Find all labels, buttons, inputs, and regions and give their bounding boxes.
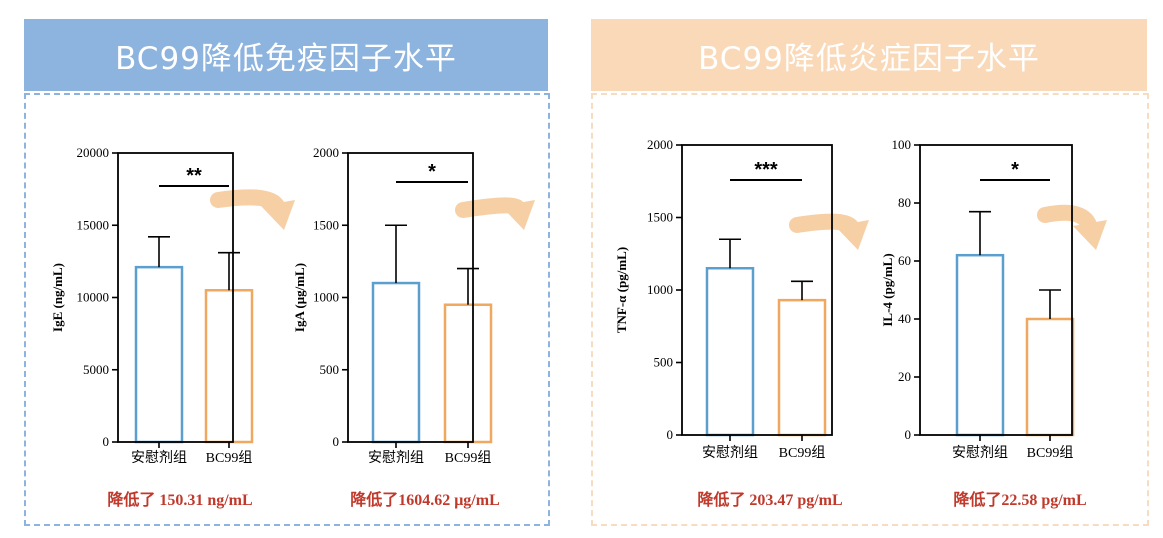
y-axis-label: TNF-α (pg/mL) (614, 247, 629, 333)
panel-title-inflammation: BC99降低炎症因子水平 (591, 19, 1147, 91)
y-tick-label: 80 (898, 195, 911, 210)
y-tick-label: 0 (905, 427, 912, 442)
significance-label: * (1011, 159, 1019, 181)
bar-bc99 (443, 303, 493, 444)
il4-chart: 安慰剂组 BC99组 * 0 20 40 60 80 100 IL-4 (pg/mL) (880, 137, 1107, 461)
immune-panel-frame (24, 93, 550, 526)
bar-placebo (705, 267, 755, 437)
il4-reduction-note: 降低了22.58 pg/mL (953, 492, 1087, 509)
tnf-chart: 安慰剂组 BC99组 *** 0 500 1000 1500 2000 TNF-α (pg/mL… (614, 137, 869, 461)
y-tick-label: 100 (892, 137, 912, 152)
iga-chart: 安慰剂组 BC99组 * 0 500 1000 1500 2000 IgA (μg/mL) (292, 145, 535, 466)
y-axis-label: IgA (μg/mL) (292, 263, 307, 332)
bar-bc99 (204, 289, 254, 444)
y-tick-label: 0 (103, 434, 110, 449)
trend-arrow-head (835, 220, 869, 250)
significance-label: *** (754, 159, 778, 181)
y-tick-label: 15000 (77, 217, 110, 232)
y-axis-label: IgE (ng/mL) (50, 263, 65, 332)
y-tick-label: 10000 (77, 290, 110, 305)
category-label: BC99组 (779, 445, 826, 461)
plot-frame (919, 144, 1073, 436)
y-tick-label: 1500 (313, 217, 339, 232)
y-tick-label: 0 (333, 434, 340, 449)
category-label: 安慰剂组 (131, 449, 187, 466)
iga-reduction-note: 降低了1604.62 μg/mL (350, 492, 500, 509)
significance-label: * (428, 161, 436, 183)
ige-reduction-note: 降低了 150.31 ng/mL (107, 492, 253, 509)
category-label: 安慰剂组 (952, 444, 1008, 461)
tnf-reduction-note: 降低了 203.47 pg/mL (697, 492, 843, 509)
category-label: BC99组 (206, 450, 253, 466)
trend-arrow-head (501, 200, 535, 230)
inflammation-panel-frame (591, 93, 1149, 526)
y-tick-label: 1000 (647, 282, 673, 297)
y-tick-label: 1500 (647, 210, 673, 225)
y-tick-label: 5000 (83, 362, 109, 377)
bar-bc99 (1025, 317, 1075, 437)
y-tick-label: 500 (320, 362, 340, 377)
y-tick-label: 2000 (313, 145, 339, 160)
y-tick-label: 60 (898, 253, 911, 268)
y-tick-label: 1000 (313, 290, 339, 305)
y-axis-label: IL-4 (pg/mL) (880, 253, 895, 326)
bar-placebo (955, 253, 1005, 437)
bar-placebo (134, 265, 184, 444)
y-tick-label: 20 (898, 369, 911, 384)
trend-arrow-head (1073, 220, 1107, 250)
category-label: BC99组 (1027, 445, 1074, 461)
trend-arrow-head (261, 200, 295, 230)
panel-title-immune: BC99降低免疫因子水平 (24, 19, 548, 91)
y-tick-label: 20000 (77, 145, 110, 160)
bar-placebo (371, 281, 421, 444)
category-label: BC99组 (445, 450, 492, 466)
category-label: 安慰剂组 (702, 444, 758, 461)
y-tick-label: 40 (898, 311, 911, 326)
y-tick-label: 2000 (647, 137, 673, 152)
significance-label: ** (186, 165, 202, 187)
y-tick-label: 0 (667, 427, 674, 442)
bar-bc99 (777, 298, 827, 437)
category-label: 安慰剂组 (368, 449, 424, 466)
y-tick-label: 500 (654, 355, 674, 370)
ige-chart: 安慰剂组 BC99组 ** 0 5000 10000 15000 20000 IgE (ng/m… (50, 145, 295, 466)
